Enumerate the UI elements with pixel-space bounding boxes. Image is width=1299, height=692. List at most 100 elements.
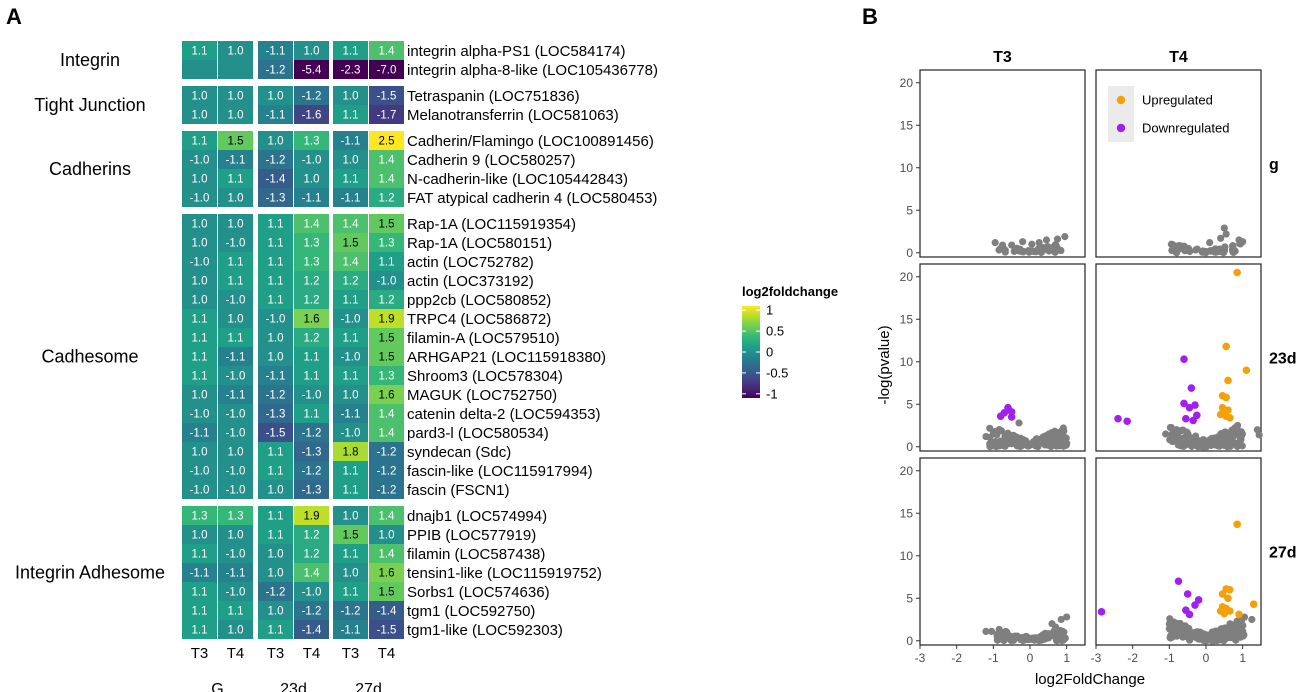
heatmap-cell-value: 1.0: [228, 314, 244, 326]
upregulated-point: [1224, 376, 1232, 385]
gene-label: tensin1-like (LOC115919752): [407, 565, 602, 582]
heatmap-cell-value: 1.1: [343, 485, 359, 497]
nonsig-point: [1169, 626, 1177, 634]
heatmap-cell: [182, 86, 217, 105]
gene-label: FAT atypical cadherin 4 (LOC580453): [407, 190, 657, 207]
upregulated-point: [1226, 585, 1234, 594]
nonsig-point: [1034, 636, 1042, 644]
nonsig-point: [1162, 430, 1170, 438]
heatmap-cell-value: 1.2: [304, 295, 320, 307]
y-tick-label: 10: [900, 549, 914, 563]
nonsig-point: [1169, 435, 1177, 443]
heatmap-cell-value: -1.0: [190, 155, 210, 167]
heatmap-cell-value: -1.2: [377, 447, 397, 459]
heatmap-cell-value: 1.0: [343, 390, 359, 402]
heatmap-cell: [218, 271, 253, 290]
heatmap-cell: [182, 506, 217, 525]
heatmap-legend: log2foldchange 1 0.5 0 -0.5 -1: [742, 284, 838, 401]
y-tick-label: 10: [900, 161, 914, 175]
heatmap-cell-value: 1.1: [343, 174, 359, 186]
heatmap-cell-value: -1.0: [226, 371, 246, 383]
heatmap-cell: [294, 601, 329, 620]
heatmap-cell: [369, 563, 404, 582]
y-tick-label: 0: [906, 246, 913, 260]
heatmap-cell: [294, 423, 329, 442]
y-tick-label: 5: [906, 397, 913, 411]
heatmap-cell-value: 1.9: [304, 511, 320, 523]
heatmap-cell: [258, 423, 293, 442]
heatmap-cell: [333, 131, 368, 150]
heatmap-cell: [218, 169, 253, 188]
heatmap-cell: [333, 563, 368, 582]
gene-label: Cadherin/Flamingo (LOC100891456): [407, 133, 654, 150]
heatmap-cell-value: 1.4: [343, 257, 360, 269]
heatmap-cell: [294, 60, 329, 79]
heatmap-cell-value: -1.2: [266, 65, 286, 77]
heatmap-cell-value: -1.0: [190, 257, 210, 269]
y-tick-label: 5: [906, 591, 913, 605]
heatmap-cell: [369, 506, 404, 525]
nonsig-point: [1206, 247, 1214, 255]
heatmap-cell: [333, 544, 368, 563]
heatmap-cell: [294, 582, 329, 601]
heatmap-cell-value: 1.1: [304, 352, 320, 364]
heatmap-cell-value: -1.2: [302, 428, 322, 440]
heatmap-cell: [333, 309, 368, 328]
heatmap-cell: [369, 309, 404, 328]
heatmap-cell: [258, 41, 293, 60]
gene-label: Shroom3 (LOC578304): [407, 368, 563, 385]
gene-label: MAGUK (LOC752750): [407, 387, 557, 404]
heatmap-cell: [218, 328, 253, 347]
nonsig-point: [1166, 615, 1174, 623]
heatmap-cell-value: 1.1: [268, 276, 284, 288]
heatmap-cell-value: 1.0: [268, 136, 284, 148]
downregulated-point: [1185, 403, 1194, 412]
legend-colorbar: [742, 306, 760, 398]
heatmap-cell-value: -1.1: [302, 193, 322, 205]
gene-label: Cadherin 9 (LOC580257): [407, 152, 575, 169]
heatmap-cell: [294, 233, 329, 252]
x-tick-label: -3: [1091, 651, 1102, 665]
heatmap-cell-value: -1.2: [266, 155, 286, 167]
heatmap-cell: [182, 404, 217, 423]
nonsig-point: [1001, 248, 1009, 256]
gene-label: tgm1 (LOC592750): [407, 603, 535, 620]
nonsig-point: [1222, 230, 1230, 238]
heatmap-cell: [369, 423, 404, 442]
heatmap-cell: [294, 41, 329, 60]
nonsig-point: [991, 238, 999, 247]
heatmap-cell: [218, 290, 253, 309]
heatmap-cell: [218, 214, 253, 233]
heatmap-cell: [294, 169, 329, 188]
heatmap-cell: [294, 252, 329, 271]
heatmap-cell: [294, 131, 329, 150]
heatmap-cell-value: 1.0: [268, 549, 284, 561]
nonsig-point: [1057, 615, 1065, 624]
heatmap-cell-value: -1.0: [341, 428, 361, 440]
heatmap-cell: [182, 131, 217, 150]
upregulated-point: [1235, 610, 1243, 619]
heatmap-cell: [294, 214, 329, 233]
nonsig-point: [1063, 613, 1071, 621]
heatmap-cell: [182, 423, 217, 442]
heatmap-cell: [218, 131, 253, 150]
heatmap-cell: [258, 480, 293, 499]
gene-label: N-cadherin-like (LOC105442843): [407, 171, 628, 188]
downregulated-point: [1007, 408, 1016, 416]
heatmap-cell: [182, 544, 217, 563]
nonsig-point: [1019, 238, 1027, 246]
nonsig-point: [982, 627, 990, 636]
legend-tick-label: 0.5: [766, 324, 784, 339]
heatmap-cell: [369, 366, 404, 385]
nonsig-point: [1219, 248, 1228, 257]
heatmap-cell-value: 1.4: [379, 549, 396, 561]
heatmap-cell: [294, 328, 329, 347]
heatmap-cell: [258, 290, 293, 309]
heatmap-cell: [258, 563, 293, 582]
heatmap-cell: [333, 601, 368, 620]
heatmap-cell-value: -1.0: [302, 155, 322, 167]
heatmap-cell: [182, 105, 217, 124]
heatmap-cell: [218, 582, 253, 601]
nonsig-point: [1217, 234, 1225, 242]
heatmap-cell: [369, 214, 404, 233]
